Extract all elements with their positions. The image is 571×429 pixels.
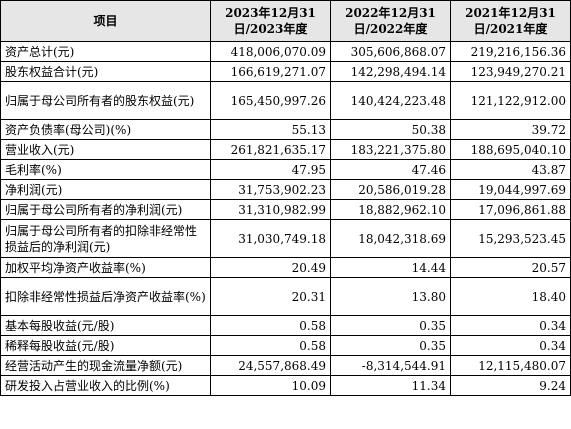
- row-label: 归属于母公司所有者的净利润(元): [0, 199, 211, 220]
- value-2021: 9.24: [450, 375, 571, 396]
- value-2021: 18.40: [450, 277, 571, 316]
- value-2022: 20,586,019.28: [330, 179, 451, 200]
- value-2023: 418,006,070.09: [210, 41, 331, 62]
- row-label: 营业收入(元): [0, 139, 211, 160]
- value-2023: 166,619,271.07: [210, 61, 331, 82]
- row-label: 基本每股收益(元/股): [0, 315, 211, 336]
- row-label: 毛利率(%): [0, 159, 211, 180]
- value-2022: 18,042,318.69: [330, 219, 451, 258]
- table-row: 归属于母公司所有者的扣除非经常性损益后的净利润(元) 31,030,749.18 1…: [0, 219, 571, 258]
- row-label: 归属于母公司所有者的股东权益(元): [0, 81, 211, 120]
- value-2023: 20.49: [210, 257, 331, 278]
- value-2023: 31,753,902.23: [210, 179, 331, 200]
- header-2023: 2023年12月31日/2023年度: [210, 0, 331, 42]
- table-row: 归属于母公司所有者的股东权益(元) 165,450,997.26 140,424,2…: [0, 81, 571, 120]
- value-2021: 121,122,912.00: [450, 81, 571, 120]
- table-row: 扣除非经常性损益后净资产收益率(%) 20.31 13.80 18.40: [0, 277, 571, 316]
- table-row: 资产负债率(母公司)(%) 55.13 50.38 39.72: [0, 119, 571, 140]
- header-item: 项目: [0, 0, 211, 42]
- value-2021: 43.87: [450, 159, 571, 180]
- header-2022: 2022年12月31日/2022年度: [330, 0, 451, 42]
- value-2021: 0.34: [450, 315, 571, 336]
- value-2021: 39.72: [450, 119, 571, 140]
- table-row: 股东权益合计(元) 166,619,271.07 142,298,494.14 123…: [0, 61, 571, 82]
- value-2022: 0.35: [330, 335, 451, 356]
- value-2023: 0.58: [210, 315, 331, 336]
- value-2023: 20.31: [210, 277, 331, 316]
- table-row: 净利润(元) 31,753,902.23 20,586,019.28 19,044,9…: [0, 179, 571, 200]
- value-2023: 165,450,997.26: [210, 81, 331, 120]
- header-2021: 2021年12月31日/2021年度: [450, 0, 571, 42]
- value-2023: 24,557,868.49: [210, 355, 331, 376]
- value-2022: 183,221,375.80: [330, 139, 451, 160]
- value-2022: 47.46: [330, 159, 451, 180]
- value-2022: 13.80: [330, 277, 451, 316]
- value-2021: 219,216,156.36: [450, 41, 571, 62]
- row-label: 加权平均净资产收益率(%): [0, 257, 211, 278]
- value-2023: 47.95: [210, 159, 331, 180]
- financial-summary-table: 项目 2023年12月31日/2023年度 2022年12月31日/2022年度…: [0, 0, 571, 396]
- value-2022: 14.44: [330, 257, 451, 278]
- value-2022: 11.34: [330, 375, 451, 396]
- table-row: 加权平均净资产收益率(%) 20.49 14.44 20.57: [0, 257, 571, 278]
- table-body: 资产总计(元) 418,006,070.09 305,606,868.07 219,2…: [0, 41, 571, 396]
- value-2021: 20.57: [450, 257, 571, 278]
- value-2021: 15,293,523.45: [450, 219, 571, 258]
- table-row: 基本每股收益(元/股) 0.58 0.35 0.34: [0, 315, 571, 336]
- value-2022: 305,606,868.07: [330, 41, 451, 62]
- table-row: 营业收入(元) 261,821,635.17 183,221,375.80 188,6…: [0, 139, 571, 160]
- row-label: 净利润(元): [0, 179, 211, 200]
- value-2023: 31,030,749.18: [210, 219, 331, 258]
- row-label: 资产总计(元): [0, 41, 211, 62]
- table-row: 研发投入占营业收入的比例(%) 10.09 11.34 9.24: [0, 375, 571, 396]
- value-2021: 0.34: [450, 335, 571, 356]
- row-label: 稀释每股收益(元/股): [0, 335, 211, 356]
- value-2022: 50.38: [330, 119, 451, 140]
- value-2023: 10.09: [210, 375, 331, 396]
- value-2022: 0.35: [330, 315, 451, 336]
- row-label: 资产负债率(母公司)(%): [0, 119, 211, 140]
- value-2022: 18,882,962.10: [330, 199, 451, 220]
- row-label: 股东权益合计(元): [0, 61, 211, 82]
- value-2021: 188,695,040.10: [450, 139, 571, 160]
- row-label: 归属于母公司所有者的扣除非经常性损益后的净利润(元): [0, 219, 211, 258]
- value-2022: -8,314,544.91: [330, 355, 451, 376]
- table-row: 资产总计(元) 418,006,070.09 305,606,868.07 219,2…: [0, 41, 571, 62]
- value-2022: 140,424,223.48: [330, 81, 451, 120]
- value-2023: 55.13: [210, 119, 331, 140]
- row-label: 研发投入占营业收入的比例(%): [0, 375, 211, 396]
- table-row: 归属于母公司所有者的净利润(元) 31,310,982.99 18,882,962.…: [0, 199, 571, 220]
- value-2022: 142,298,494.14: [330, 61, 451, 82]
- value-2023: 261,821,635.17: [210, 139, 331, 160]
- row-label: 经营活动产生的现金流量净额(元): [0, 355, 211, 376]
- value-2023: 31,310,982.99: [210, 199, 331, 220]
- table-row: 毛利率(%) 47.95 47.46 43.87: [0, 159, 571, 180]
- row-label: 扣除非经常性损益后净资产收益率(%): [0, 277, 211, 316]
- value-2023: 0.58: [210, 335, 331, 356]
- value-2021: 12,115,480.07: [450, 355, 571, 376]
- header-row: 项目 2023年12月31日/2023年度 2022年12月31日/2022年度…: [0, 0, 571, 42]
- value-2021: 17,096,861.88: [450, 199, 571, 220]
- table-row: 稀释每股收益(元/股) 0.58 0.35 0.34: [0, 335, 571, 356]
- value-2021: 123,949,270.21: [450, 61, 571, 82]
- value-2021: 19,044,997.69: [450, 179, 571, 200]
- table-row: 经营活动产生的现金流量净额(元) 24,557,868.49 -8,314,544.…: [0, 355, 571, 376]
